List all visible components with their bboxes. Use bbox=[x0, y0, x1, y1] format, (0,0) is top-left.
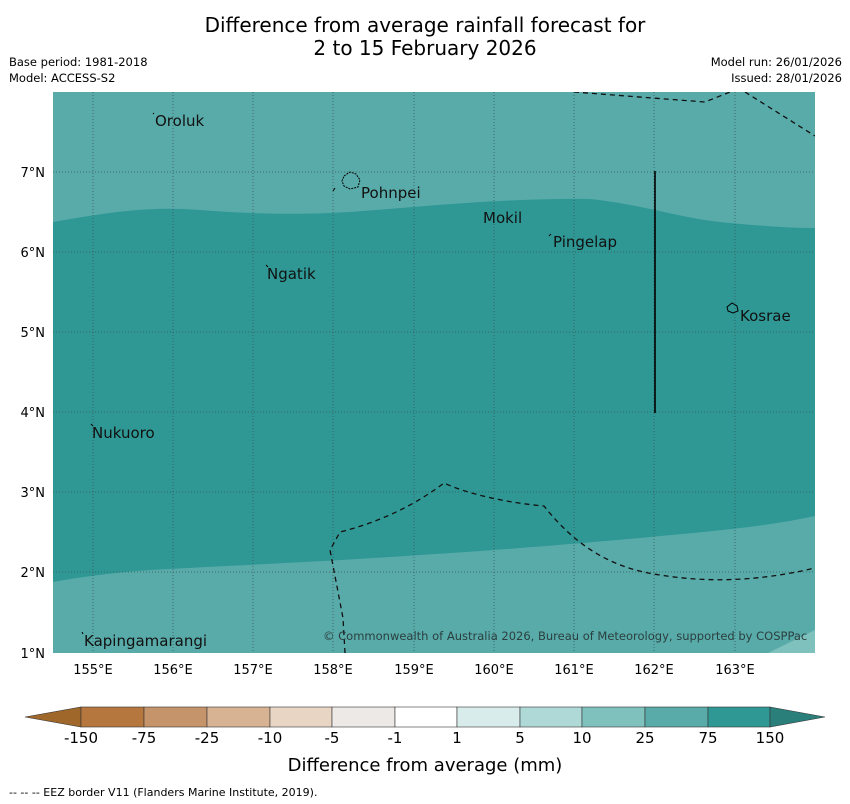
copyright-notice: © Commonwealth of Australia 2026, Bureau… bbox=[323, 629, 807, 643]
colorbar-label: -10 bbox=[257, 729, 283, 747]
islet-oroluk bbox=[152, 112, 155, 115]
lat-label: 5°N bbox=[21, 326, 46, 341]
colorbar-extend-high bbox=[769, 706, 826, 728]
colorbar bbox=[24, 706, 826, 728]
place-kapingamarangi: Kapingamarangi bbox=[84, 632, 207, 650]
colorbar-label: 25 bbox=[635, 729, 655, 747]
lon-label: 158°E bbox=[313, 663, 353, 678]
place-pingelap: Pingelap bbox=[553, 233, 617, 251]
islands bbox=[81, 112, 739, 635]
lat-tick-labels: 7°N 6°N 5°N 4°N 3°N 2°N 1°N bbox=[21, 166, 46, 662]
colorbar-label: -25 bbox=[194, 729, 220, 747]
band-75-150 bbox=[53, 198, 815, 582]
eez-footnote: -- -- -- EEZ border V11 (Flanders Marine… bbox=[9, 786, 318, 799]
colorbar-swatch bbox=[456, 706, 521, 728]
colorbar-label: 150 bbox=[755, 729, 785, 747]
colorbar-label: -75 bbox=[131, 729, 157, 747]
eez-border-south bbox=[329, 482, 815, 653]
eez-border-northeast bbox=[744, 92, 815, 137]
issued-date: Issued: 28/01/2026 bbox=[731, 71, 842, 85]
lon-label: 157°E bbox=[233, 663, 273, 678]
colorbar-swatch bbox=[331, 706, 396, 728]
place-pohnpei: Pohnpei bbox=[361, 184, 421, 202]
lon-label: 156°E bbox=[153, 663, 193, 678]
colorbar-swatch bbox=[707, 706, 771, 728]
colorbar-swatch bbox=[269, 706, 333, 728]
place-ngatik: Ngatik bbox=[267, 265, 316, 283]
colorbar-label: -5 bbox=[324, 729, 340, 747]
place-oroluk: Oroluk bbox=[155, 112, 204, 130]
colorbar-label: -150 bbox=[63, 729, 99, 747]
place-nukuoro: Nukuoro bbox=[92, 424, 155, 442]
colorbar-label: 10 bbox=[572, 729, 592, 747]
lat-label: 6°N bbox=[21, 246, 46, 261]
eez-borders bbox=[329, 92, 815, 653]
map-area: Oroluk Pohnpei Mokil Pingelap Ngatik Kos… bbox=[53, 92, 815, 653]
lon-label: 160°E bbox=[474, 663, 514, 678]
colorbar-title: Difference from average (mm) bbox=[287, 755, 563, 776]
colorbar-swatch bbox=[644, 706, 709, 728]
colorbar-swatch bbox=[143, 706, 208, 728]
lon-label: 161°E bbox=[554, 663, 594, 678]
lat-label: 3°N bbox=[21, 486, 46, 501]
colorbar-extend-low bbox=[24, 706, 82, 728]
islet-kapingamarangi bbox=[81, 631, 84, 635]
colorbar-swatch bbox=[394, 706, 458, 728]
lat-label: 1°N bbox=[21, 647, 46, 662]
map-title: Difference from average rainfall forecas… bbox=[0, 14, 850, 60]
lon-label: 162°E bbox=[634, 663, 674, 678]
colorbar-swatch bbox=[519, 706, 583, 728]
model-name: Model: ACCESS-S2 bbox=[9, 71, 116, 85]
meta-right: Model run: 26/01/2026 Issued: 28/01/2026 bbox=[711, 54, 842, 86]
colorbar-label: 1 bbox=[452, 729, 462, 747]
lat-label: 2°N bbox=[21, 566, 46, 581]
graticule bbox=[53, 92, 815, 653]
colorbar-swatch bbox=[206, 706, 271, 728]
place-kosrae: Kosrae bbox=[740, 307, 791, 325]
kosrae-island bbox=[726, 302, 739, 314]
model-run: Model run: 26/01/2026 bbox=[710, 55, 842, 69]
colorbar-label: 75 bbox=[698, 729, 718, 747]
band-10-25 bbox=[768, 630, 815, 653]
place-mokil: Mokil bbox=[483, 209, 522, 227]
lon-label: 163°E bbox=[715, 663, 755, 678]
lat-label: 4°N bbox=[21, 406, 46, 421]
title-line-1: Difference from average rainfall forecas… bbox=[204, 13, 646, 37]
islet-pohnpei-west bbox=[332, 187, 336, 192]
lat-label: 7°N bbox=[21, 166, 46, 181]
colorbar-label: 5 bbox=[515, 729, 525, 747]
title-line-2: 2 to 15 February 2026 bbox=[313, 36, 537, 60]
islet-ngatik bbox=[265, 264, 269, 268]
lon-label: 159°E bbox=[394, 663, 434, 678]
colorbar-label: -1 bbox=[387, 729, 403, 747]
lon-tick-labels: 155°E 156°E 157°E 158°E 159°E 160°E 161°… bbox=[73, 663, 755, 678]
colorbar-swatch bbox=[581, 706, 646, 728]
base-period: Base period: 1981-2018 bbox=[9, 55, 148, 69]
pohnpei-island bbox=[341, 171, 361, 190]
islet-pingelap bbox=[548, 233, 552, 237]
colorbar-swatch bbox=[80, 706, 145, 728]
lon-label: 155°E bbox=[73, 663, 113, 678]
meta-left: Base period: 1981-2018 Model: ACCESS-S2 bbox=[9, 54, 148, 86]
islet-nukuoro bbox=[90, 423, 94, 427]
